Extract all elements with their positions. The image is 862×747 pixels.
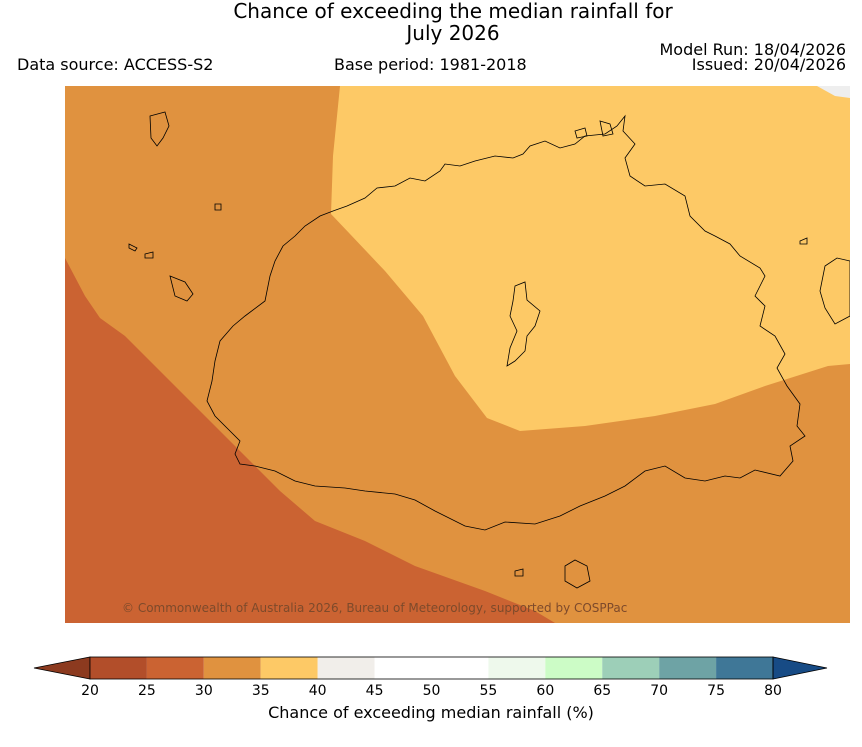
colorbar-tick-label: 50 [422,683,441,699]
colorbar-tick-label: 65 [593,683,612,699]
islands [128,111,850,589]
colorbar-tick-label: 35 [251,683,270,699]
colorbar-tick-label: 75 [707,683,725,699]
colorbar-swatch [602,657,660,679]
issued-date: Issued: 20/04/2026 [691,55,846,74]
colorbar-swatch [260,657,318,679]
colorbar-tick-label: 45 [365,683,384,699]
region-35-40 [331,86,850,431]
colorbar-tick-label: 25 [137,683,156,699]
colorbar-tick-label: 60 [536,683,555,699]
colorbar-tick-label: 70 [650,683,669,699]
colorbar-tick-label: 20 [81,683,99,699]
map-canvas [65,86,850,623]
copyright-notice: © Commonwealth of Australia 2026, Bureau… [122,601,628,615]
colorbar-under-arrow [33,656,91,680]
region-no-data [817,86,850,98]
colorbar-frame [89,656,774,680]
colorbar-swatch [488,657,546,679]
colorbar-swatch [203,657,261,679]
title-line-2: July 2026 [406,21,500,45]
colorbar-tick-label: 80 [764,683,782,699]
coastline [206,114,806,531]
colorbar-tick-label: 40 [308,683,327,699]
colorbar-swatch [716,657,773,679]
colorbar-tick-label: 30 [194,683,213,699]
colorbar-swatch [146,657,204,679]
base-period: Base period: 1981-2018 [334,55,527,74]
model-run: Model Run: 18/04/2026 [659,40,847,59]
title-line-1: Chance of exceeding the median rainfall … [233,0,673,23]
colorbar-swatch [317,657,375,679]
colorbar-swatch [90,657,147,679]
colorbar-swatch [431,657,489,679]
inland-water [506,281,541,367]
colorbar-swatch [374,657,432,679]
colorbar-tick-label: 55 [479,683,498,699]
rainfall-map: © Commonwealth of Australia 2026, Bureau… [65,86,850,623]
colorbar [33,656,828,680]
colorbar-over-arrow [772,656,828,680]
data-source: Data source: ACCESS-S2 [17,55,214,74]
region-25-30 [65,258,555,623]
colorbar-label: Chance of exceeding median rainfall (%) [268,703,594,722]
colorbar-swatch [545,657,603,679]
colorbar-swatch [659,657,717,679]
